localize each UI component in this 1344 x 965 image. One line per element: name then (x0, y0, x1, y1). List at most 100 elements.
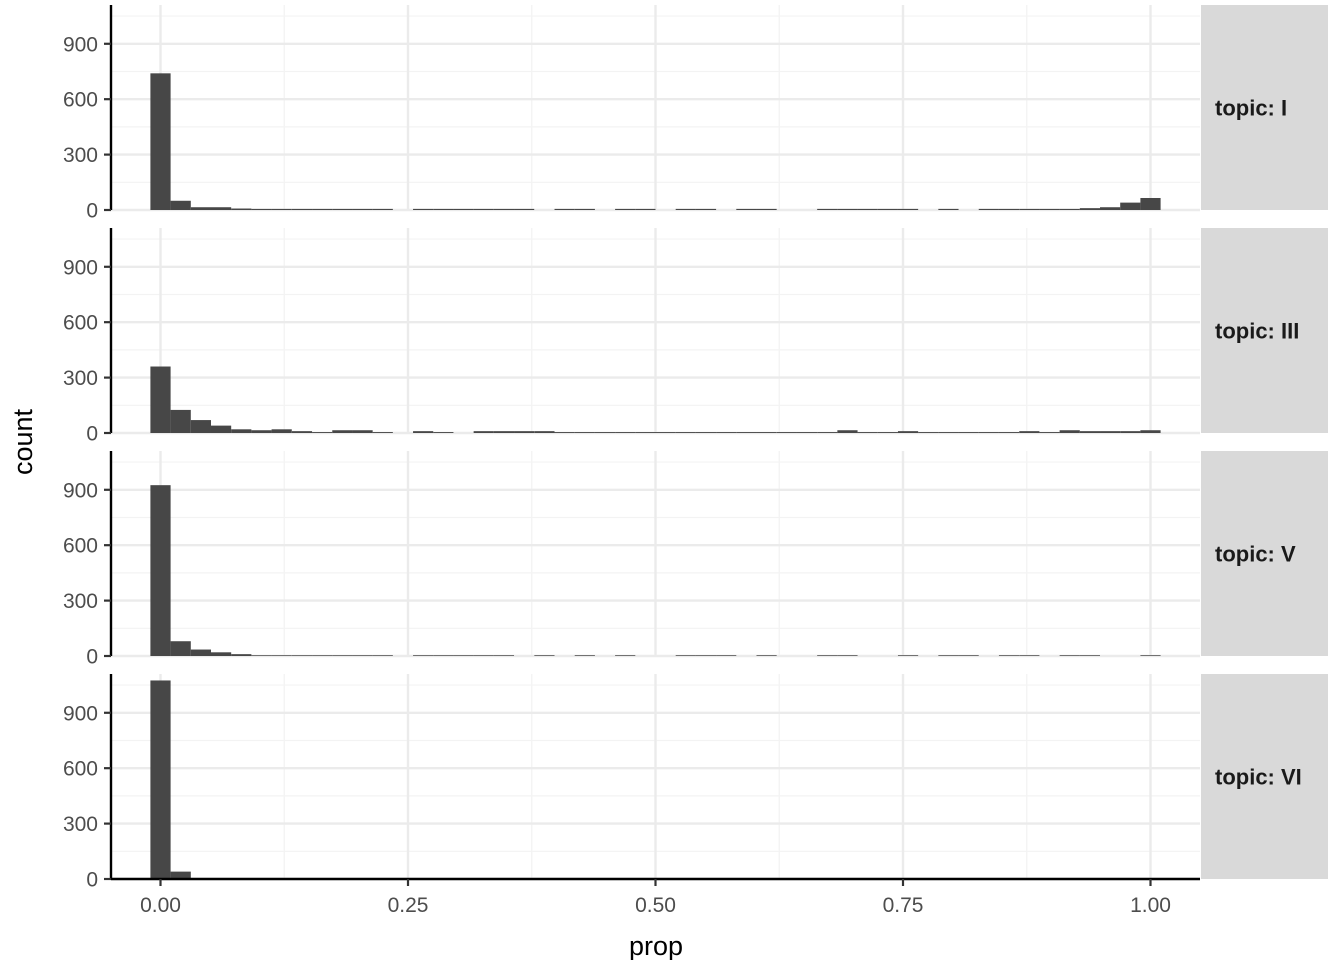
histogram-bar (251, 655, 272, 656)
histogram-bar (574, 655, 595, 656)
histogram-bar (655, 432, 676, 433)
histogram-bar (695, 432, 717, 433)
histogram-bar (978, 432, 999, 433)
y-tick-label: 0 (86, 646, 98, 669)
histogram-bar (231, 208, 252, 210)
histogram-bar (716, 432, 737, 433)
histogram-bar (1059, 430, 1080, 433)
histogram-bar (231, 429, 252, 433)
histogram-bar (554, 432, 575, 433)
panels-layer: 0 300 600 900 topic: I 0 300 600 900 topic: III 0 3… (63, 5, 1328, 892)
histogram-bar (695, 655, 717, 656)
facet-strip (1201, 451, 1328, 656)
histogram-bar (817, 432, 838, 433)
histogram-bar (877, 432, 898, 433)
histogram-bar (291, 208, 313, 210)
histogram-bar (958, 655, 979, 656)
histogram-bar (493, 655, 515, 656)
x-tick-label: 0.25 (388, 894, 429, 917)
histogram-bar (150, 680, 171, 879)
y-tick-label: 300 (63, 813, 98, 836)
histogram-bar (615, 655, 636, 656)
y-tick-label: 300 (63, 367, 98, 390)
histogram-bar (837, 655, 858, 656)
histogram-bar (695, 208, 717, 210)
histogram-bar (1079, 208, 1101, 210)
histogram-bar (554, 208, 575, 210)
histogram-bar (857, 208, 878, 210)
histogram-bar (372, 655, 393, 656)
histogram-bar (1079, 655, 1101, 656)
histogram-bar (190, 420, 211, 433)
histogram-bar (231, 654, 252, 656)
histogram-bar (332, 655, 353, 656)
histogram-bar (897, 208, 919, 210)
histogram-bar (978, 208, 999, 210)
histogram-bar (190, 649, 211, 656)
y-tick-label: 900 (63, 256, 98, 279)
histogram-bar (998, 208, 1020, 210)
histogram-bar (210, 207, 232, 210)
facet-strip-label: topic: V (1215, 542, 1296, 567)
y-tick-label: 0 (86, 423, 98, 446)
histogram-bar (170, 200, 191, 210)
histogram-bar (1140, 655, 1161, 656)
histogram-bar (170, 641, 191, 656)
histogram-bar (271, 208, 292, 210)
histogram-bar (413, 208, 434, 210)
histogram-bar (897, 431, 919, 433)
histogram-bar (756, 208, 777, 210)
histogram-bar (251, 430, 272, 433)
x-tick-label: 0.75 (883, 894, 924, 917)
y-tick-label: 300 (63, 144, 98, 167)
histogram-bar (776, 432, 797, 433)
histogram-bar (453, 655, 474, 656)
y-tick-label: 0 (86, 869, 98, 892)
y-tick-label: 600 (63, 89, 98, 112)
y-tick-label: 0 (86, 200, 98, 223)
histogram-bar (675, 655, 696, 656)
histogram-bar (473, 655, 494, 656)
facet-panel: 0 300 600 900 topic: V (63, 451, 1328, 669)
histogram-bar (897, 655, 919, 656)
histogram-bar (1039, 208, 1060, 210)
histogram-bar (190, 207, 211, 210)
histogram-bar (1120, 431, 1141, 433)
y-tick-label: 600 (63, 758, 98, 781)
y-tick-label: 900 (63, 479, 98, 502)
facet-strip-label: topic: III (1215, 319, 1299, 344)
histogram-bar (271, 429, 292, 433)
histogram-bar (271, 655, 292, 656)
facet-panel: 0 300 600 900 topic: I (63, 5, 1328, 223)
histogram-bar (837, 430, 858, 433)
histogram-bar (352, 655, 373, 656)
histogram-bar (938, 208, 959, 210)
histogram-bar (493, 431, 515, 433)
histogram-bar (312, 655, 333, 656)
histogram-bar (473, 208, 494, 210)
histogram-bar (433, 208, 454, 210)
histogram-bar (796, 432, 818, 433)
histogram-bar (736, 208, 757, 210)
histogram-bar (1059, 208, 1080, 210)
facet-strip (1201, 228, 1328, 433)
y-tick-label: 900 (63, 702, 98, 725)
histogram-bar (312, 432, 333, 433)
histogram-bar (170, 871, 191, 879)
histogram-bar (210, 425, 232, 433)
x-tick-label: 0.00 (140, 894, 181, 917)
histogram-bar (453, 208, 474, 210)
histogram-bar (514, 431, 535, 433)
facet-panel: 0 300 600 900 topic: III (63, 228, 1328, 446)
histogram-bar (312, 208, 333, 210)
histogram-bar (817, 655, 838, 656)
histogram-bar (756, 432, 777, 433)
facet-panel: 0 300 600 900 topic: VI (63, 674, 1328, 892)
histogram-bar (877, 208, 898, 210)
histogram-bar (1019, 431, 1040, 433)
facet-strip-label: topic: I (1215, 96, 1287, 121)
histogram-bar (918, 432, 939, 433)
histogram-bar (1059, 655, 1080, 656)
histogram-bar (574, 432, 595, 433)
